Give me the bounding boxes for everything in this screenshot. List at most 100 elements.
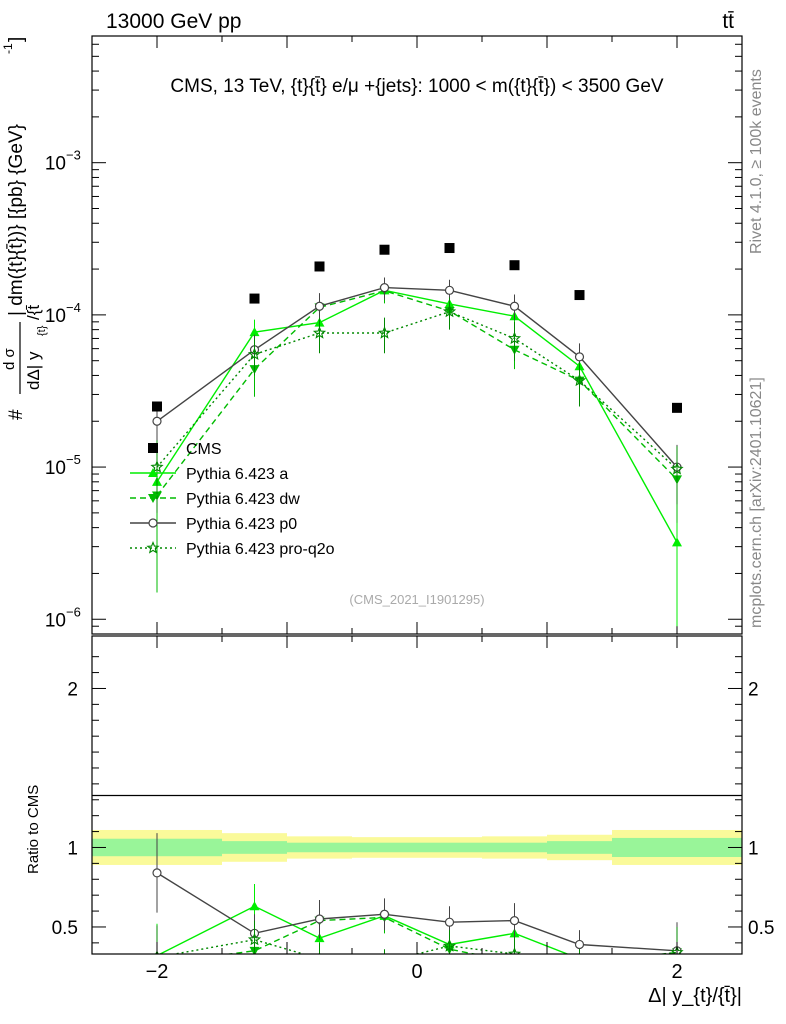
data-point — [314, 301, 325, 311]
data-point — [444, 243, 455, 254]
ratio-point — [509, 916, 520, 926]
y-label-denominator-tail: /{t̄ — [24, 304, 43, 320]
data-point — [574, 290, 585, 301]
main-y-tick-exponent: −3 — [66, 148, 81, 163]
legend-entry-pythia-6-423-a: Pythia 6.423 a — [130, 466, 288, 483]
ratio-point — [442, 938, 457, 952]
series-cms — [152, 243, 682, 413]
data-point — [442, 304, 457, 318]
ratio-line — [156, 872, 678, 952]
data-point — [379, 244, 390, 255]
main-y-tick-label: 10 — [45, 306, 66, 327]
data-point — [247, 347, 262, 360]
main-y-tick-exponent: −4 — [66, 300, 81, 315]
legend-entry-pythia-6-423-p0: Pythia 6.423 p0 — [130, 516, 297, 533]
main-y-tick-exponent: −6 — [66, 604, 81, 619]
legend-entry-pythia-6-423-dw: Pythia 6.423 dw — [130, 491, 300, 508]
data-point — [509, 301, 520, 311]
data-point — [572, 373, 587, 387]
legend-label: Pythia 6.423 pro-q2o — [186, 541, 335, 558]
uncertainty-bands — [92, 829, 742, 865]
data-point — [152, 401, 162, 412]
data-point — [377, 325, 392, 339]
series-line — [156, 290, 678, 496]
legend-marker — [148, 518, 158, 528]
main-axis-ticks — [92, 36, 742, 635]
ratio-y-axis-label: Ratio to CMS — [25, 785, 42, 874]
series-pythia-6-423-pro-q2o — [150, 297, 684, 513]
y-label-numerator: d σ — [1, 347, 18, 370]
ratio-point — [574, 939, 585, 950]
ratio-point — [575, 960, 585, 969]
x-tick-label: 0 — [411, 961, 422, 983]
legend-marker — [148, 443, 158, 453]
chart-title: CMS, 13 TeV, {t}{t̄} e/μ +{jets}: 1000 <… — [170, 76, 663, 97]
ratio-panel: 0.5 0.5 1 1 2 2 −2 0 2 — [52, 635, 775, 983]
series-line — [156, 310, 678, 470]
data-point — [670, 462, 684, 475]
data-point — [312, 325, 327, 339]
ratio-y-tick-label-right: 2 — [748, 679, 759, 700]
main-y-tick-labels: 10−610−510−410−3 — [45, 148, 81, 632]
ratio-axis-ticks — [92, 636, 742, 954]
legend-marker — [148, 494, 158, 503]
legend: CMS Pythia 6.423 a Pythia 6.423 dw Pythia 6… — [130, 441, 335, 558]
ratio-point — [507, 946, 522, 954]
ratio-series — [152, 833, 684, 969]
series-line — [156, 286, 678, 468]
process-label: tt̄ — [722, 10, 734, 33]
ratio-y-tick-label-right: 0.5 — [748, 918, 774, 939]
energy-label: 13000 GeV pp — [106, 10, 241, 33]
legend-label: Pythia 6.423 a — [186, 466, 288, 483]
ratio-y-tick-label-left: 2 — [67, 679, 78, 700]
y-label-superscript: -1 — [1, 43, 15, 54]
series-pythia-6-423-p0 — [152, 277, 682, 501]
data-point — [249, 327, 260, 337]
ratio-point — [444, 917, 455, 927]
ratio-line — [158, 905, 570, 954]
data-point — [507, 331, 522, 345]
data-point — [249, 293, 260, 304]
data-point — [509, 260, 520, 271]
data-point — [444, 285, 455, 295]
main-y-tick-label: 10 — [45, 154, 66, 175]
ratio-point — [379, 909, 390, 919]
legend-entry-cms: CMS — [148, 441, 222, 458]
x-axis-label: Δ| y_{t}/{t̄}| — [648, 985, 742, 1007]
band-inner — [222, 841, 287, 854]
main-y-tick-exponent: −5 — [66, 452, 81, 467]
x-tick-label: −2 — [146, 961, 169, 983]
legend-marker — [146, 540, 160, 554]
ratio-point — [379, 957, 389, 967]
ratio-point — [247, 932, 262, 946]
ratio-series-pythia-6-423-p0 — [152, 833, 682, 954]
band-inner — [612, 837, 742, 858]
ratio-line — [170, 938, 678, 954]
band-inner — [352, 842, 417, 853]
band-inner — [287, 842, 352, 853]
data-point — [150, 460, 164, 473]
ratio-point — [152, 868, 162, 878]
x-tick-labels: −2 0 2 — [146, 961, 683, 983]
band-inner — [482, 842, 547, 853]
data-point — [672, 402, 682, 413]
ratio-tick-labels: 0.5 0.5 1 1 2 2 — [52, 679, 775, 939]
rivet-version-label: Rivet 4.1.0, ≥ 100k events — [748, 69, 765, 254]
analysis-watermark: (CMS_2021_I1901295) — [349, 592, 484, 607]
data-point — [672, 537, 682, 547]
ratio-point — [579, 953, 580, 954]
legend-marker — [148, 468, 158, 477]
y-label-denominator-sub: {t} — [36, 325, 48, 336]
legend-label: CMS — [186, 441, 222, 458]
x-tick-label: 2 — [671, 961, 682, 983]
ratio-point — [318, 951, 321, 954]
y-label-closing: ] — [6, 37, 27, 42]
data-point — [574, 352, 585, 362]
ratio-y-tick-label-right: 1 — [748, 838, 759, 859]
ratio-line — [224, 916, 678, 954]
series-line — [156, 289, 678, 543]
main-y-tick-label: 10 — [45, 458, 66, 479]
ratio-point — [670, 945, 684, 954]
y-label-numerator-tail: | dm({t}{t̄})} [{pb} {GeV} — [6, 124, 27, 316]
